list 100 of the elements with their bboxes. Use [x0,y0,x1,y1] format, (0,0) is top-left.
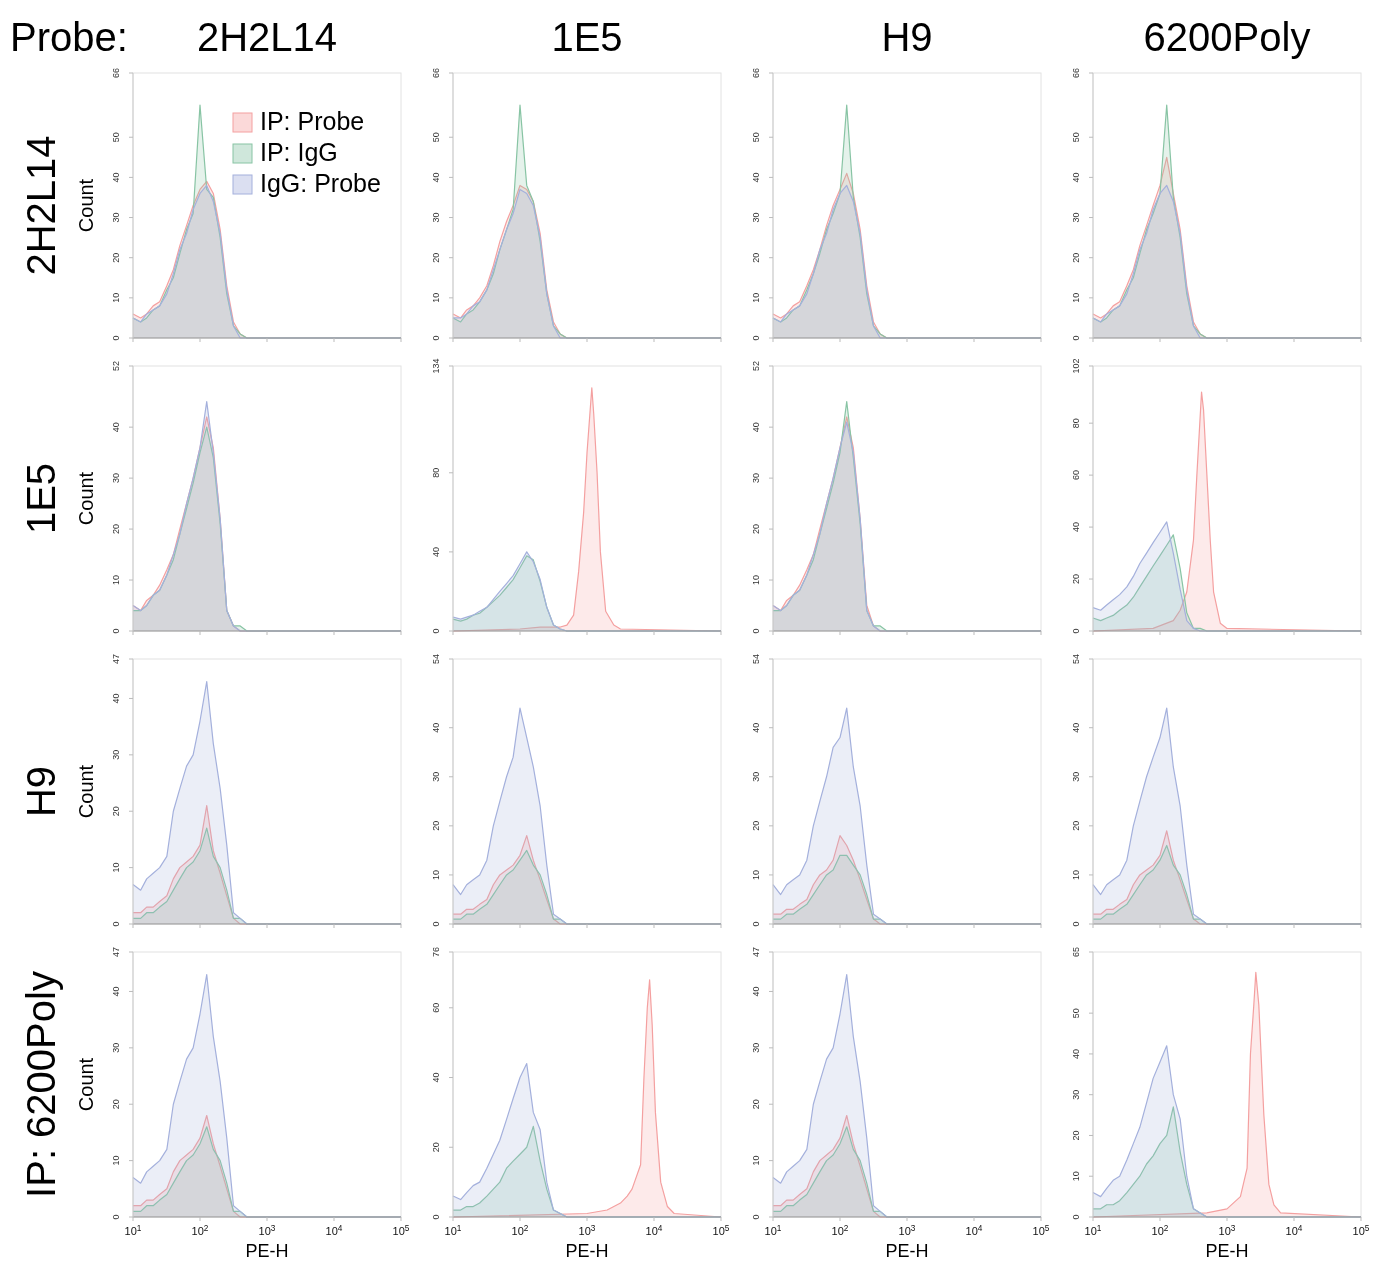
y-tick-label: 20 [751,1099,761,1110]
y-tick-label: 50 [111,132,121,143]
text: IP: 6200Poly [19,971,63,1198]
y-tick-label: 40 [431,1072,441,1083]
x-tick-label: 10$^{5}$ [1352,1223,1370,1237]
y-tick-label: 30 [431,771,441,782]
y-tick-label: 0 [751,335,761,341]
y-tick-label: 40 [751,986,761,997]
y-tick-label: 66 [751,67,761,79]
y-tick-label: 0 [431,335,441,341]
x-tick-label: 10$^{2}$ [831,1223,849,1237]
y-tick-label: 40 [111,172,121,183]
x-tick-label: 10$^{4}$ [645,1223,663,1237]
y-tick-label: 30 [431,212,441,223]
x-tick-label: 10$^{3}$ [898,1223,916,1237]
x-tick-label: 10$^{4}$ [325,1223,343,1237]
legend-label: IgG: Probe [260,169,381,197]
y-tick-label: 30 [111,212,121,223]
y-tick-label: 40 [431,546,441,557]
y-tick-label: 0 [431,921,441,927]
x-tick-label: 10$^{4}$ [965,1223,983,1237]
x-tick-label: 10$^{1}$ [1084,1223,1102,1237]
y-tick-label: 40 [431,722,441,733]
y-tick-label: 30 [1071,1089,1081,1100]
y-tick-label: 0 [751,921,761,927]
y-tick-label: 52 [751,360,761,372]
y-tick-label: 20 [751,524,761,535]
x-tick-label: 10$^{1}$ [444,1223,462,1237]
y-tick-label: 0 [431,628,441,634]
y-tick-label: 10 [751,869,761,880]
text: 2H2L14 [19,135,63,276]
y-tick-label: 54 [1071,653,1081,665]
y-tick-label: 20 [431,252,441,263]
y-tick-label: 40 [111,693,121,704]
x-tick-label: 10$^{5}$ [392,1223,410,1237]
legend-label: IP: Probe [260,107,365,135]
y-tick-label: 40 [1071,722,1081,733]
x-axis-title: PE-H [885,1241,929,1261]
y-tick-label: 30 [111,749,121,760]
x-axis-title: PE-H [245,1241,289,1261]
chart-title: H9 [881,15,933,59]
y-tick-label: 0 [111,628,121,634]
y-tick-label: 30 [751,771,761,782]
y-tick-label: 10 [111,862,121,873]
y-tick-label: 40 [111,422,121,433]
y-tick-label: 50 [1071,132,1081,143]
y-tick-label: 10 [111,575,121,586]
y-tick-label: 66 [1071,67,1081,79]
y-tick-label: 0 [1071,921,1081,927]
x-tick-label: 10$^{1}$ [124,1223,142,1237]
y-tick-label: 60 [1071,470,1081,481]
x-tick-label: 10$^{3}$ [258,1223,276,1237]
y-tick-label: 76 [431,946,441,958]
y-tick-label: 54 [431,653,441,665]
y-tick-label: 40 [1071,522,1081,533]
y-tick-label: 50 [1071,1008,1081,1019]
text: Probe: [10,15,128,59]
y-tick-label: 20 [751,820,761,831]
y-axis-title: Count [75,178,97,233]
y-tick-label: 30 [751,212,761,223]
y-tick-label: 0 [111,335,121,341]
y-tick-label: 20 [1071,1130,1081,1141]
y-tick-label: 30 [1071,771,1081,782]
y-tick-label: 80 [431,467,441,478]
y-tick-label: 65 [1071,946,1081,958]
x-axis-title: PE-H [1205,1241,1249,1261]
y-tick-label: 40 [751,172,761,183]
y-tick-label: 20 [431,820,441,831]
y-tick-label: 30 [751,473,761,484]
y-tick-label: 20 [111,806,121,817]
text: H9 [19,765,63,818]
y-tick-label: 0 [111,1214,121,1220]
y-tick-label: 40 [1071,1048,1081,1059]
x-tick-label: 10$^{2}$ [511,1223,529,1237]
y-tick-label: 10 [1071,869,1081,880]
y-tick-label: 0 [1071,335,1081,341]
y-tick-label: 20 [1071,820,1081,831]
x-tick-label: 10$^{3}$ [1218,1223,1236,1237]
y-tick-label: 10 [431,869,441,880]
y-tick-label: 20 [431,1142,441,1153]
y-tick-label: 20 [1071,574,1081,585]
y-tick-label: 10 [751,575,761,586]
x-tick-label: 10$^{5}$ [1032,1223,1050,1237]
y-tick-label: 40 [751,722,761,733]
y-tick-label: 10 [431,292,441,303]
text: 1E5 [19,462,63,535]
x-tick-label: 10$^{3}$ [578,1223,596,1237]
y-tick-label: 47 [751,946,761,958]
y-tick-label: 30 [111,1042,121,1053]
chart-title: 1E5 [551,15,623,59]
y-tick-label: 10 [1071,1171,1081,1182]
y-tick-label: 30 [751,1042,761,1053]
y-tick-label: 0 [751,1214,761,1220]
y-tick-label: 20 [751,252,761,263]
y-tick-label: 40 [1071,172,1081,183]
y-tick-label: 30 [111,473,121,484]
y-axis-title: Count [75,1057,97,1112]
x-tick-label: 10$^{2}$ [191,1223,209,1237]
y-tick-label: 20 [111,524,121,535]
y-tick-label: 10 [1071,292,1081,303]
